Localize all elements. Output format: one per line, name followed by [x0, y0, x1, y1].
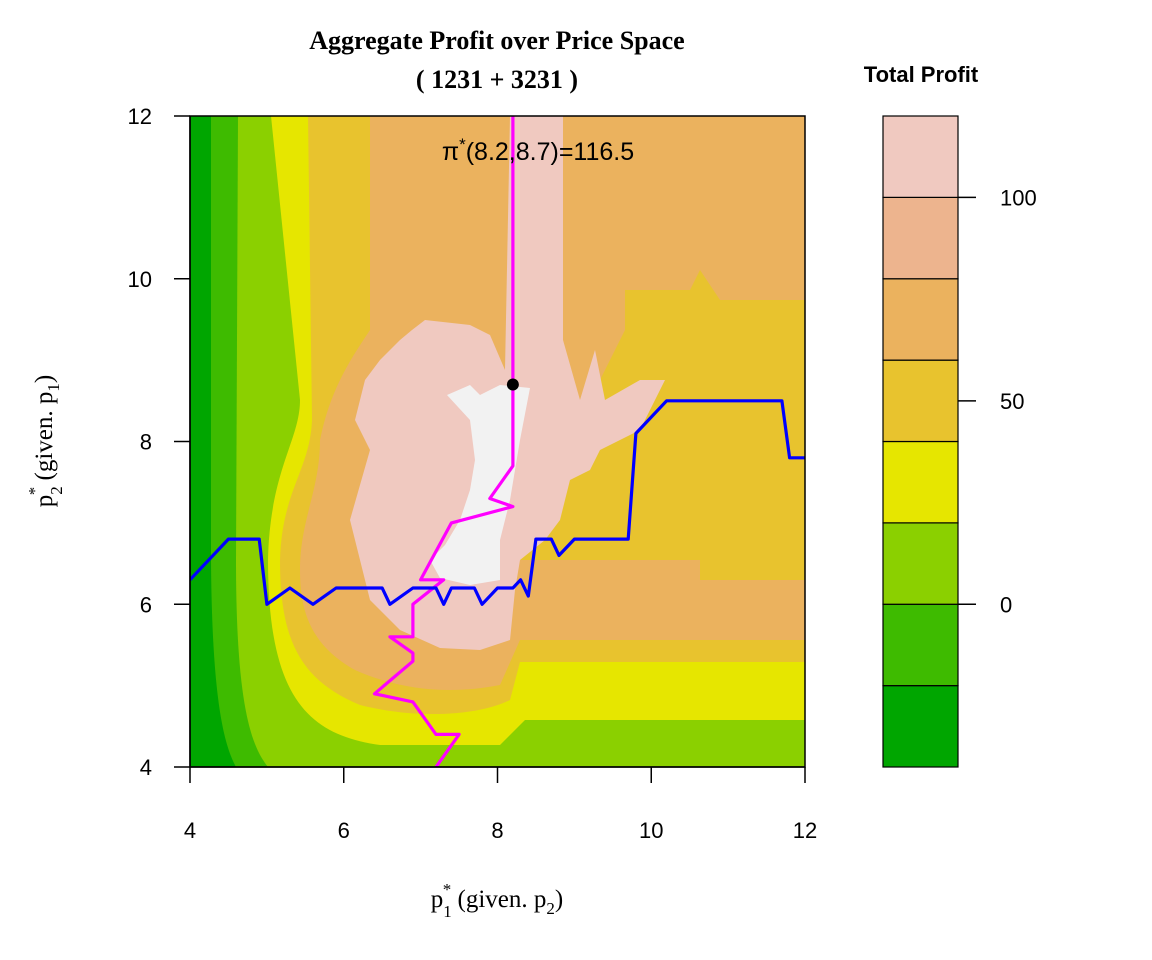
x-tick-label: 10: [639, 818, 663, 843]
chart-subtitle: ( 1231 + 3231 ): [416, 65, 578, 94]
legend-swatch: [882, 685, 959, 768]
x-tick-label: 12: [793, 818, 817, 843]
legend-title: Total Profit: [864, 62, 979, 87]
plot-area: [190, 116, 805, 767]
y-tick-label: 4: [140, 755, 152, 780]
x-tick-label: 4: [184, 818, 196, 843]
x-axis-label: p1* (given. p2): [431, 880, 563, 921]
legend-swatch: [882, 603, 959, 687]
y-axis-label: p2* (given. p1): [25, 375, 66, 507]
legend-tick-label: 0: [1000, 592, 1012, 617]
x-tick-label: 6: [338, 818, 350, 843]
chart-title: Aggregate Profit over Price Space: [309, 26, 684, 55]
legend: 0 50 100: [882, 115, 1037, 768]
contour-bands: [190, 116, 805, 767]
series-line-0: [372, 116, 515, 767]
optimum-layer: π*(8.2,8.7)=116.5: [442, 135, 634, 391]
legend-tick-label: 50: [1000, 389, 1024, 414]
series-lines: [190, 116, 805, 767]
y-tick-label: 8: [140, 430, 152, 455]
x-axis: 4 6 8 10 12: [184, 766, 817, 843]
legend-swatch: [882, 359, 959, 443]
legend-swatch: [882, 522, 959, 605]
optimum-point: [506, 378, 519, 391]
contour-band-7: [430, 385, 530, 585]
legend-swatch: [882, 196, 959, 280]
legend-swatch: [882, 115, 959, 198]
x-tick-label: 8: [491, 818, 503, 843]
optimum-label: π*(8.2,8.7)=116.5: [442, 135, 634, 166]
legend-swatch: [882, 278, 959, 361]
series-line-1: [190, 399, 805, 606]
y-tick-label: 6: [140, 592, 152, 617]
y-tick-label: 12: [128, 104, 152, 129]
legend-swatch: [882, 440, 959, 524]
y-axis: 4 6 8 10 12: [128, 104, 191, 780]
y-tick-label: 10: [128, 267, 152, 292]
legend-tick-label: 100: [1000, 185, 1037, 210]
